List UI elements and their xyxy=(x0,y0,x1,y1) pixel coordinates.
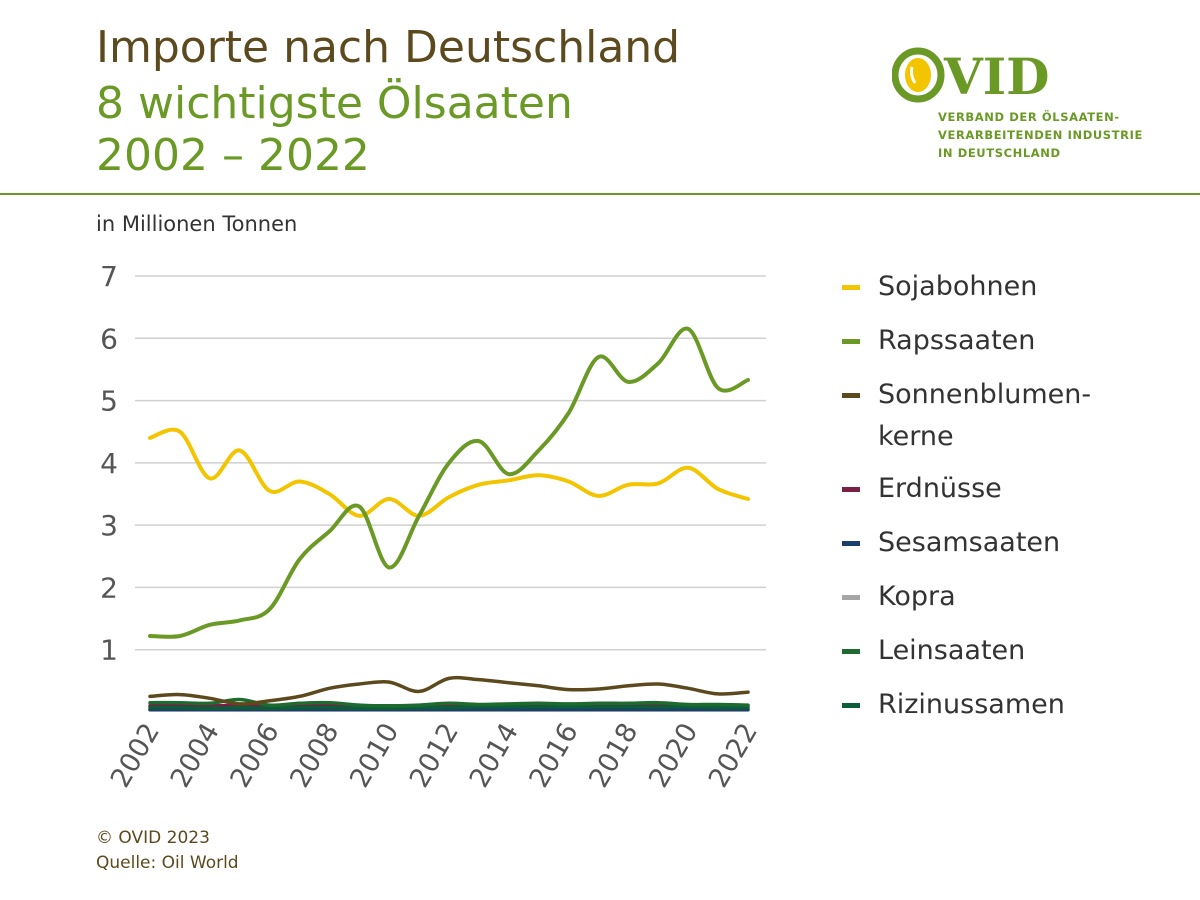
legend-item: Sonnenblumen- kerne xyxy=(842,374,1182,468)
legend-label: Kopra xyxy=(878,581,956,612)
legend-item: Kopra xyxy=(842,576,1182,630)
x-tick-label-2012: 2012 xyxy=(404,718,465,793)
x-tick-label-2010: 2010 xyxy=(344,718,405,793)
legend-swatch xyxy=(842,595,860,600)
legend-swatch xyxy=(842,541,860,546)
chart-legend: Sojabohnen Rapssaaten Sonnenblumen- kerne E… xyxy=(842,266,1182,738)
logo-highlight xyxy=(909,66,917,84)
unit-subtitle: in Millionen Tonnen xyxy=(96,212,298,236)
series-line-leinsaaten xyxy=(148,697,750,708)
x-tick-label-2016: 2016 xyxy=(523,718,584,793)
x-tick-label-2020: 2020 xyxy=(643,718,704,793)
y-tick-label-1: 1 xyxy=(100,634,118,667)
y-tick-label-3: 3 xyxy=(100,509,118,542)
logo-ring xyxy=(891,47,945,103)
y-tick-label-7: 7 xyxy=(100,260,118,293)
x-tick-label-2008: 2008 xyxy=(284,718,345,793)
legend-swatch xyxy=(842,393,860,398)
title-line-3: 2002 – 2022 xyxy=(96,130,370,181)
series-line-rizinussamen xyxy=(148,705,750,711)
series-line-sonnenblumenkerne xyxy=(148,675,750,706)
series-line-rapssaaten xyxy=(148,326,750,639)
x-tick-label-2014: 2014 xyxy=(464,718,525,793)
x-tick-label-2022: 2022 xyxy=(703,718,764,793)
logo-wordmark-text: VID xyxy=(943,47,1050,104)
legend-swatch xyxy=(842,487,860,492)
org-name-line-1: VERBAND DER ÖLSAATEN- xyxy=(938,110,1120,124)
header-divider xyxy=(0,193,1200,195)
x-tick-label-2006: 2006 xyxy=(224,718,285,793)
ovid-logo: VID xyxy=(891,44,1152,164)
legend-item: Sesamsaaten xyxy=(842,522,1182,576)
title-line-1: Importe nach Deutschland xyxy=(96,22,681,73)
ovid-wordmark-icon: VID xyxy=(891,47,1050,106)
legend-label: Leinsaaten xyxy=(878,635,1026,666)
y-tick-label-4: 4 xyxy=(100,447,118,480)
x-tick-label-2002: 2002 xyxy=(105,718,166,793)
legend-swatch xyxy=(842,649,860,654)
x-tick-label-2004: 2004 xyxy=(165,718,226,793)
legend-item: Erdnüsse xyxy=(842,468,1182,522)
legend-label: Rapssaaten xyxy=(878,325,1036,356)
logo-drop xyxy=(905,58,931,92)
legend-label: Sojabohnen xyxy=(878,271,1038,302)
line-chart: 1234567200220042006200820102012201420162… xyxy=(100,260,766,793)
x-tick-label-2018: 2018 xyxy=(583,718,644,793)
legend-label: Sonnenblumen- kerne xyxy=(878,379,1092,452)
series-line-sojabohnen xyxy=(148,427,750,518)
legend-label: Erdnüsse xyxy=(878,473,1002,504)
y-tick-label-6: 6 xyxy=(100,322,118,355)
org-name-line-3: IN DEUTSCHLAND xyxy=(938,146,1061,160)
title-line-2: 8 wichtigste Ölsaaten xyxy=(96,78,573,129)
legend-label: Rizinussamen xyxy=(878,689,1065,720)
legend-item: Leinsaaten xyxy=(842,630,1182,684)
legend-item: Rapssaaten xyxy=(842,320,1182,374)
source-note: Quelle: Oil World xyxy=(96,853,239,873)
legend-label: Sesamsaaten xyxy=(878,527,1061,558)
legend-swatch xyxy=(842,285,860,290)
legend-swatch xyxy=(842,703,860,708)
y-tick-label-2: 2 xyxy=(100,571,118,604)
legend-swatch xyxy=(842,339,860,344)
legend-item: Rizinussamen xyxy=(842,684,1182,738)
y-tick-label-5: 5 xyxy=(100,385,118,418)
org-name-line-2: VERARBEITENDEN INDUSTRIE xyxy=(938,128,1143,142)
copyright: © OVID 2023 xyxy=(96,828,210,848)
legend-item: Sojabohnen xyxy=(842,266,1182,320)
